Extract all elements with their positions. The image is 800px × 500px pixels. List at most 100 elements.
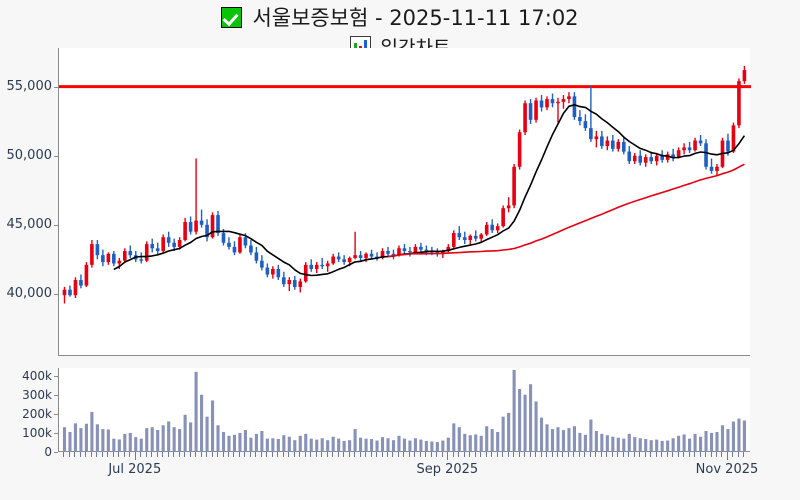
x-tick-mark bbox=[595, 452, 597, 457]
x-tick-mark bbox=[397, 452, 399, 457]
x-tick-mark bbox=[184, 452, 186, 457]
page-title: 서울보증보험 - 2025-11-11 17:02 bbox=[252, 6, 579, 30]
x-tick-mark bbox=[513, 452, 515, 457]
x-tick-mark bbox=[463, 452, 465, 457]
x-tick-mark bbox=[189, 452, 191, 457]
x-tick-mark bbox=[288, 452, 290, 457]
x-tick-mark bbox=[496, 452, 498, 457]
x-tick-mark bbox=[195, 452, 197, 457]
x-tick-mark bbox=[112, 452, 114, 457]
x-tick-mark bbox=[622, 452, 624, 457]
x-tick-mark bbox=[343, 452, 345, 457]
x-tick-mark bbox=[606, 452, 608, 457]
x-tick-mark bbox=[79, 452, 81, 457]
x-tick-mark bbox=[167, 452, 169, 457]
x-tick-mark bbox=[639, 452, 641, 457]
volume-tick-label: 100k bbox=[22, 425, 52, 440]
x-tick-mark bbox=[271, 452, 273, 457]
x-tick-mark bbox=[282, 452, 284, 457]
x-tick-mark bbox=[206, 452, 208, 457]
x-tick-mark bbox=[524, 452, 526, 457]
x-tick-mark bbox=[716, 452, 717, 457]
x-tick-mark bbox=[332, 452, 334, 457]
x-tick-mark bbox=[556, 452, 558, 457]
x-tick-mark bbox=[655, 452, 657, 457]
volume-tick-label: 300k bbox=[22, 387, 52, 402]
x-tick-mark bbox=[672, 452, 674, 457]
x-tick-mark bbox=[485, 452, 487, 457]
green-check-icon bbox=[221, 6, 243, 28]
x-tick-mark bbox=[683, 452, 685, 457]
x-tick-mark bbox=[337, 452, 339, 457]
x-tick-mark bbox=[304, 452, 306, 457]
x-tick-mark bbox=[348, 452, 350, 457]
x-tick-mark bbox=[737, 452, 739, 457]
volume-tick-label: 400k bbox=[22, 368, 52, 383]
x-tick-mark bbox=[666, 452, 668, 457]
x-tick-label: Jul 2025 bbox=[108, 462, 162, 477]
x-tick-mark bbox=[178, 452, 180, 457]
x-tick-mark bbox=[562, 452, 564, 457]
x-tick-mark bbox=[173, 452, 175, 457]
x-tick-mark bbox=[370, 452, 372, 457]
x-tick-mark bbox=[145, 452, 147, 457]
x-tick-mark bbox=[151, 452, 153, 457]
x-tick-mark bbox=[694, 452, 696, 457]
x-tick-mark bbox=[677, 452, 679, 457]
x-tick-mark bbox=[617, 452, 619, 457]
volume-plot bbox=[62, 369, 746, 452]
x-tick-mark bbox=[529, 452, 531, 457]
x-tick-mark bbox=[611, 452, 613, 457]
x-tick-mark bbox=[244, 452, 246, 457]
price-chart-panel bbox=[58, 48, 751, 356]
x-tick-mark bbox=[425, 452, 427, 457]
x-tick-mark bbox=[469, 452, 471, 457]
x-tick-mark bbox=[260, 452, 262, 457]
x-tick-mark bbox=[310, 452, 312, 457]
x-tick-mark bbox=[414, 452, 416, 457]
x-tick-mark bbox=[222, 452, 224, 457]
x-tick-mark bbox=[354, 452, 356, 457]
x-tick-mark bbox=[321, 452, 323, 457]
x-tick-mark bbox=[546, 452, 548, 457]
x-tick-mark bbox=[474, 452, 476, 457]
x-tick-mark bbox=[699, 452, 701, 457]
x-tick-mark bbox=[551, 452, 553, 457]
x-tick-mark bbox=[507, 452, 509, 457]
x-tick-mark bbox=[573, 452, 575, 457]
x-tick-mark bbox=[743, 452, 745, 457]
x-tick-mark bbox=[705, 452, 707, 457]
x-tick-mark bbox=[502, 452, 504, 457]
price-tick-mark bbox=[54, 86, 58, 88]
x-tick-mark bbox=[96, 452, 98, 457]
x-tick-mark bbox=[688, 452, 690, 457]
price-tick-mark bbox=[54, 155, 58, 157]
x-tick-mark bbox=[436, 452, 438, 457]
x-tick-mark bbox=[63, 452, 65, 457]
x-tick-mark bbox=[518, 452, 520, 457]
price-tick-mark bbox=[54, 224, 58, 226]
x-tick-mark bbox=[238, 452, 240, 457]
x-tick-mark bbox=[211, 452, 213, 457]
volume-chart-panel bbox=[58, 368, 750, 452]
x-tick-mark bbox=[107, 452, 109, 457]
x-tick-mark bbox=[293, 452, 295, 457]
x-tick-mark bbox=[452, 452, 454, 457]
x-tick-mark bbox=[162, 452, 164, 457]
x-tick-mark bbox=[255, 452, 257, 457]
x-tick-mark bbox=[129, 452, 131, 457]
volume-tick-mark bbox=[54, 394, 58, 396]
x-tick-mark bbox=[540, 452, 542, 457]
x-tick-mark bbox=[447, 452, 449, 460]
price-plot bbox=[59, 65, 751, 304]
x-tick-mark bbox=[359, 452, 361, 457]
x-tick-mark bbox=[381, 452, 383, 457]
x-tick-mark bbox=[266, 452, 268, 457]
x-tick-mark bbox=[90, 452, 92, 457]
price-tick-label: 40,000 bbox=[6, 285, 53, 301]
x-tick-mark bbox=[68, 452, 70, 457]
x-tick-mark bbox=[315, 452, 317, 457]
volume-tick-mark bbox=[54, 452, 58, 453]
x-tick-mark bbox=[299, 452, 301, 457]
chart-title-row: 서울보증보험 - 2025-11-11 17:02 bbox=[0, 2, 800, 32]
